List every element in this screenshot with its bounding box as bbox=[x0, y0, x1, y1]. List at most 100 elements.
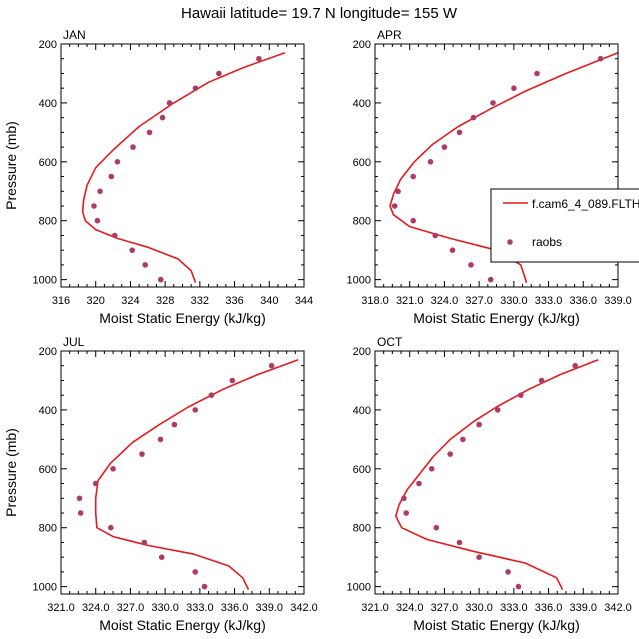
x-tick-label: 327.0 bbox=[117, 602, 145, 614]
y-tick-label: 600 bbox=[39, 157, 57, 169]
plot-area-jul bbox=[76, 359, 299, 590]
raob-point bbox=[490, 100, 496, 106]
raob-point bbox=[171, 421, 178, 428]
raob-point bbox=[112, 232, 118, 239]
x-tick-label: 316 bbox=[52, 295, 70, 307]
x-tick-label: 328 bbox=[156, 295, 174, 307]
x-tick-label: 339.0 bbox=[604, 295, 632, 307]
model-line bbox=[389, 52, 618, 283]
raob-point bbox=[447, 451, 454, 457]
raob-point bbox=[129, 247, 135, 253]
raob-point bbox=[534, 70, 540, 77]
x-tick-label: 330.0 bbox=[500, 295, 528, 307]
x-tick-label: 333.0 bbox=[500, 602, 528, 614]
raob-point bbox=[158, 554, 165, 560]
x-tick-label: 330.0 bbox=[151, 602, 179, 614]
raob-point bbox=[158, 276, 164, 283]
raob-point bbox=[515, 583, 522, 590]
x-tick-label: 342.0 bbox=[290, 602, 318, 614]
x-tick-label: 324.0 bbox=[431, 295, 459, 307]
raob-point bbox=[511, 85, 517, 91]
plot-frame bbox=[60, 350, 305, 595]
raob-point bbox=[427, 159, 434, 165]
x-tick-label: 333.0 bbox=[535, 295, 563, 307]
y-tick-label: 400 bbox=[39, 405, 57, 417]
raob-point bbox=[157, 436, 164, 443]
raob-point bbox=[456, 129, 463, 136]
y-tick-label: 800 bbox=[39, 216, 57, 228]
raob-point bbox=[146, 129, 153, 136]
x-tick-label: 324 bbox=[121, 295, 139, 307]
x-tick-label: 330.0 bbox=[465, 602, 493, 614]
x-tick-label: 320 bbox=[87, 295, 105, 307]
raob-point bbox=[268, 362, 275, 369]
raob-point bbox=[468, 262, 474, 268]
raob-point bbox=[97, 188, 103, 195]
panel-apr: 318.0 321.0 324.0 327.0 330.0 333.0 336.0 339.0… bbox=[347, 28, 632, 326]
raob-point bbox=[410, 217, 417, 224]
raob-point bbox=[76, 495, 83, 502]
y-tick-label: 1000 bbox=[347, 275, 371, 287]
raob-point bbox=[159, 114, 166, 121]
y-tick-label: 400 bbox=[39, 98, 57, 110]
plot-area-oct bbox=[394, 359, 599, 590]
raob-point bbox=[449, 247, 456, 253]
raob-point bbox=[476, 421, 482, 428]
x-tick-label: 342.0 bbox=[604, 602, 632, 614]
raob-point bbox=[432, 232, 439, 239]
y-tick-label: 800 bbox=[353, 216, 371, 228]
model-line bbox=[394, 359, 599, 590]
raob-point bbox=[470, 114, 477, 121]
x-tick-label: 327.0 bbox=[465, 295, 493, 307]
y-tick-label: 200 bbox=[39, 39, 57, 51]
plot-frame bbox=[374, 43, 619, 288]
plot-area-jan bbox=[81, 52, 286, 283]
raob-point bbox=[94, 217, 101, 224]
y-tick-label: 1000 bbox=[33, 582, 57, 594]
raob-point bbox=[401, 495, 407, 502]
raob-point bbox=[441, 144, 448, 150]
x-tick-label: 321.0 bbox=[47, 602, 75, 614]
raob-point bbox=[108, 524, 114, 531]
y-tick-label: 1000 bbox=[347, 582, 371, 594]
raob-point bbox=[114, 159, 121, 165]
plot-frame bbox=[374, 350, 619, 595]
y-tick-label: 600 bbox=[353, 157, 371, 169]
y-tick-label: 400 bbox=[353, 98, 371, 110]
raob-point bbox=[456, 539, 463, 546]
y-tick-label: 1000 bbox=[33, 275, 57, 287]
raob-point bbox=[494, 407, 501, 413]
y-axis-label: Pressure (mb) bbox=[3, 121, 19, 210]
raob-point bbox=[139, 451, 145, 457]
plot-frame bbox=[60, 43, 305, 288]
y-tick-label: 800 bbox=[353, 523, 371, 535]
figure-title: Hawaii latitude= 19.7 N longitude= 155 W bbox=[181, 5, 458, 22]
x-tick-label: 339.0 bbox=[256, 602, 284, 614]
legend-model-label: f.cam6_4_089.FLTH bbox=[532, 197, 639, 211]
raob-point bbox=[597, 55, 604, 62]
panel-title: APR bbox=[377, 28, 402, 42]
x-tick-label: 324.0 bbox=[396, 602, 424, 614]
panel-jul: 321.0 324.0 327.0 330.0 333.0 336.0 339.0 342.0… bbox=[3, 335, 318, 633]
x-axis-label: Moist Static Energy (kJ/kg) bbox=[99, 617, 266, 633]
raob-point bbox=[192, 85, 199, 91]
panels: 316 320 324 328 332 336 340 344 200 400 600 800 1000… bbox=[3, 28, 632, 633]
raob-point bbox=[572, 362, 578, 369]
x-tick-label: 336 bbox=[225, 295, 243, 307]
raob-point bbox=[538, 377, 545, 384]
panel-title: OCT bbox=[377, 335, 403, 349]
raob-point bbox=[216, 70, 222, 77]
y-axis-label: Pressure (mb) bbox=[3, 428, 19, 517]
x-tick-label: 321.0 bbox=[361, 602, 389, 614]
raob-point bbox=[130, 144, 136, 150]
legend: f.cam6_4_089.FLTH raobs bbox=[490, 188, 639, 263]
y-tick-label: 400 bbox=[353, 405, 371, 417]
raob-point bbox=[518, 392, 524, 399]
legend-box bbox=[490, 188, 639, 263]
panel-title: JAN bbox=[63, 28, 86, 42]
raob-point bbox=[416, 480, 422, 487]
raob-point bbox=[476, 554, 482, 560]
model-line bbox=[94, 359, 299, 590]
raob-point bbox=[192, 407, 198, 413]
